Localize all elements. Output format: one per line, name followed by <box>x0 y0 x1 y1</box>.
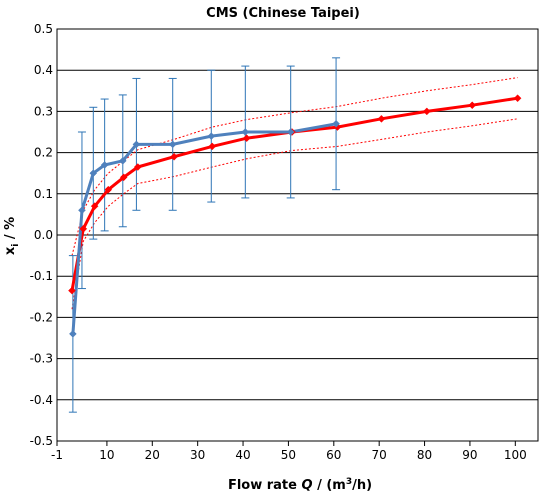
data-point-blue <box>118 156 127 165</box>
x-tick-label: 40 <box>235 448 250 462</box>
y-tick-label: -0.3 <box>30 352 53 366</box>
data-point-blue <box>78 206 86 215</box>
data-point-blue <box>241 128 250 136</box>
data-point-red <box>377 114 386 123</box>
x-axis-title-sup: 3 <box>346 477 352 487</box>
series-line-red <box>70 96 518 291</box>
data-point-blue <box>69 330 77 338</box>
data-point-blue <box>207 132 216 140</box>
x-tick-label: 70 <box>372 448 387 462</box>
data-point-red <box>133 163 142 171</box>
data-point-red <box>242 134 251 143</box>
x-axis-title-prefix: Flow rate <box>228 478 302 493</box>
series-layer <box>68 94 522 338</box>
data-point-red <box>208 142 217 151</box>
y-axis-title-sub: i <box>11 244 21 247</box>
y-tick-label: -0.2 <box>30 310 53 324</box>
y-tick-label: 0.4 <box>34 63 53 77</box>
data-point-blue <box>332 119 340 128</box>
y-axis-title-main: x <box>3 246 18 255</box>
tick-label-layer: -0.5 -0.4 -0.3 -0.2 -0.1 0.0 0.1 0.2 0.3 0.4 0.5 -1… <box>30 22 527 462</box>
x-tick-label: -1 <box>51 448 63 462</box>
x-axis-title-mid: / (m <box>313 478 346 493</box>
y-tick-label: 0.2 <box>34 146 53 160</box>
x-axis-title-var: Q <box>301 478 312 493</box>
y-tick-label: 0.5 <box>34 22 53 36</box>
data-point-red <box>79 224 88 233</box>
data-point-red <box>468 101 477 110</box>
y-tick-label: 0.0 <box>34 228 53 242</box>
data-point-blue <box>168 140 177 149</box>
x-tick-label: 10 <box>99 448 114 462</box>
x-tick-label: 90 <box>462 448 477 462</box>
grid-layer <box>56 28 539 446</box>
y-tick-label: -0.5 <box>30 434 53 448</box>
x-tick-label: 20 <box>145 448 160 462</box>
chart-title: CMS (Chinese Taipei) <box>206 6 360 21</box>
data-point-red <box>513 94 522 103</box>
x-tick-label: 50 <box>281 448 296 462</box>
y-tick-label: -0.1 <box>30 269 53 283</box>
data-point-red <box>104 185 113 194</box>
data-point-red <box>68 286 76 295</box>
y-axis-title: xi / % <box>3 217 21 255</box>
band-upper-line <box>71 77 518 256</box>
x-tick-label: 100 <box>504 448 527 462</box>
data-point-blue <box>89 169 98 178</box>
series-line-blue <box>71 122 337 335</box>
x-tick-label: 30 <box>190 448 205 462</box>
y-tick-label: -0.4 <box>30 393 53 407</box>
y-tick-label: 0.1 <box>34 187 53 201</box>
data-point-blue <box>286 128 295 136</box>
data-point-red <box>422 107 431 116</box>
x-tick-label: 60 <box>326 448 341 462</box>
x-axis-title-suffix: /h) <box>352 478 372 493</box>
band-lower-line <box>71 118 518 310</box>
x-tick-label: 80 <box>417 448 432 462</box>
plot-frame <box>56 28 539 442</box>
data-point-red <box>170 152 178 161</box>
data-point-blue <box>132 140 141 149</box>
y-axis-title-suffix: / % <box>3 217 18 244</box>
data-point-red <box>119 173 128 182</box>
x-axis-title: Flow rate Q / (m3/h) <box>228 477 372 493</box>
data-point-red <box>90 202 99 211</box>
confidence-band-layer <box>71 77 518 310</box>
y-tick-label: 0.3 <box>34 104 53 118</box>
data-point-blue <box>100 161 109 169</box>
